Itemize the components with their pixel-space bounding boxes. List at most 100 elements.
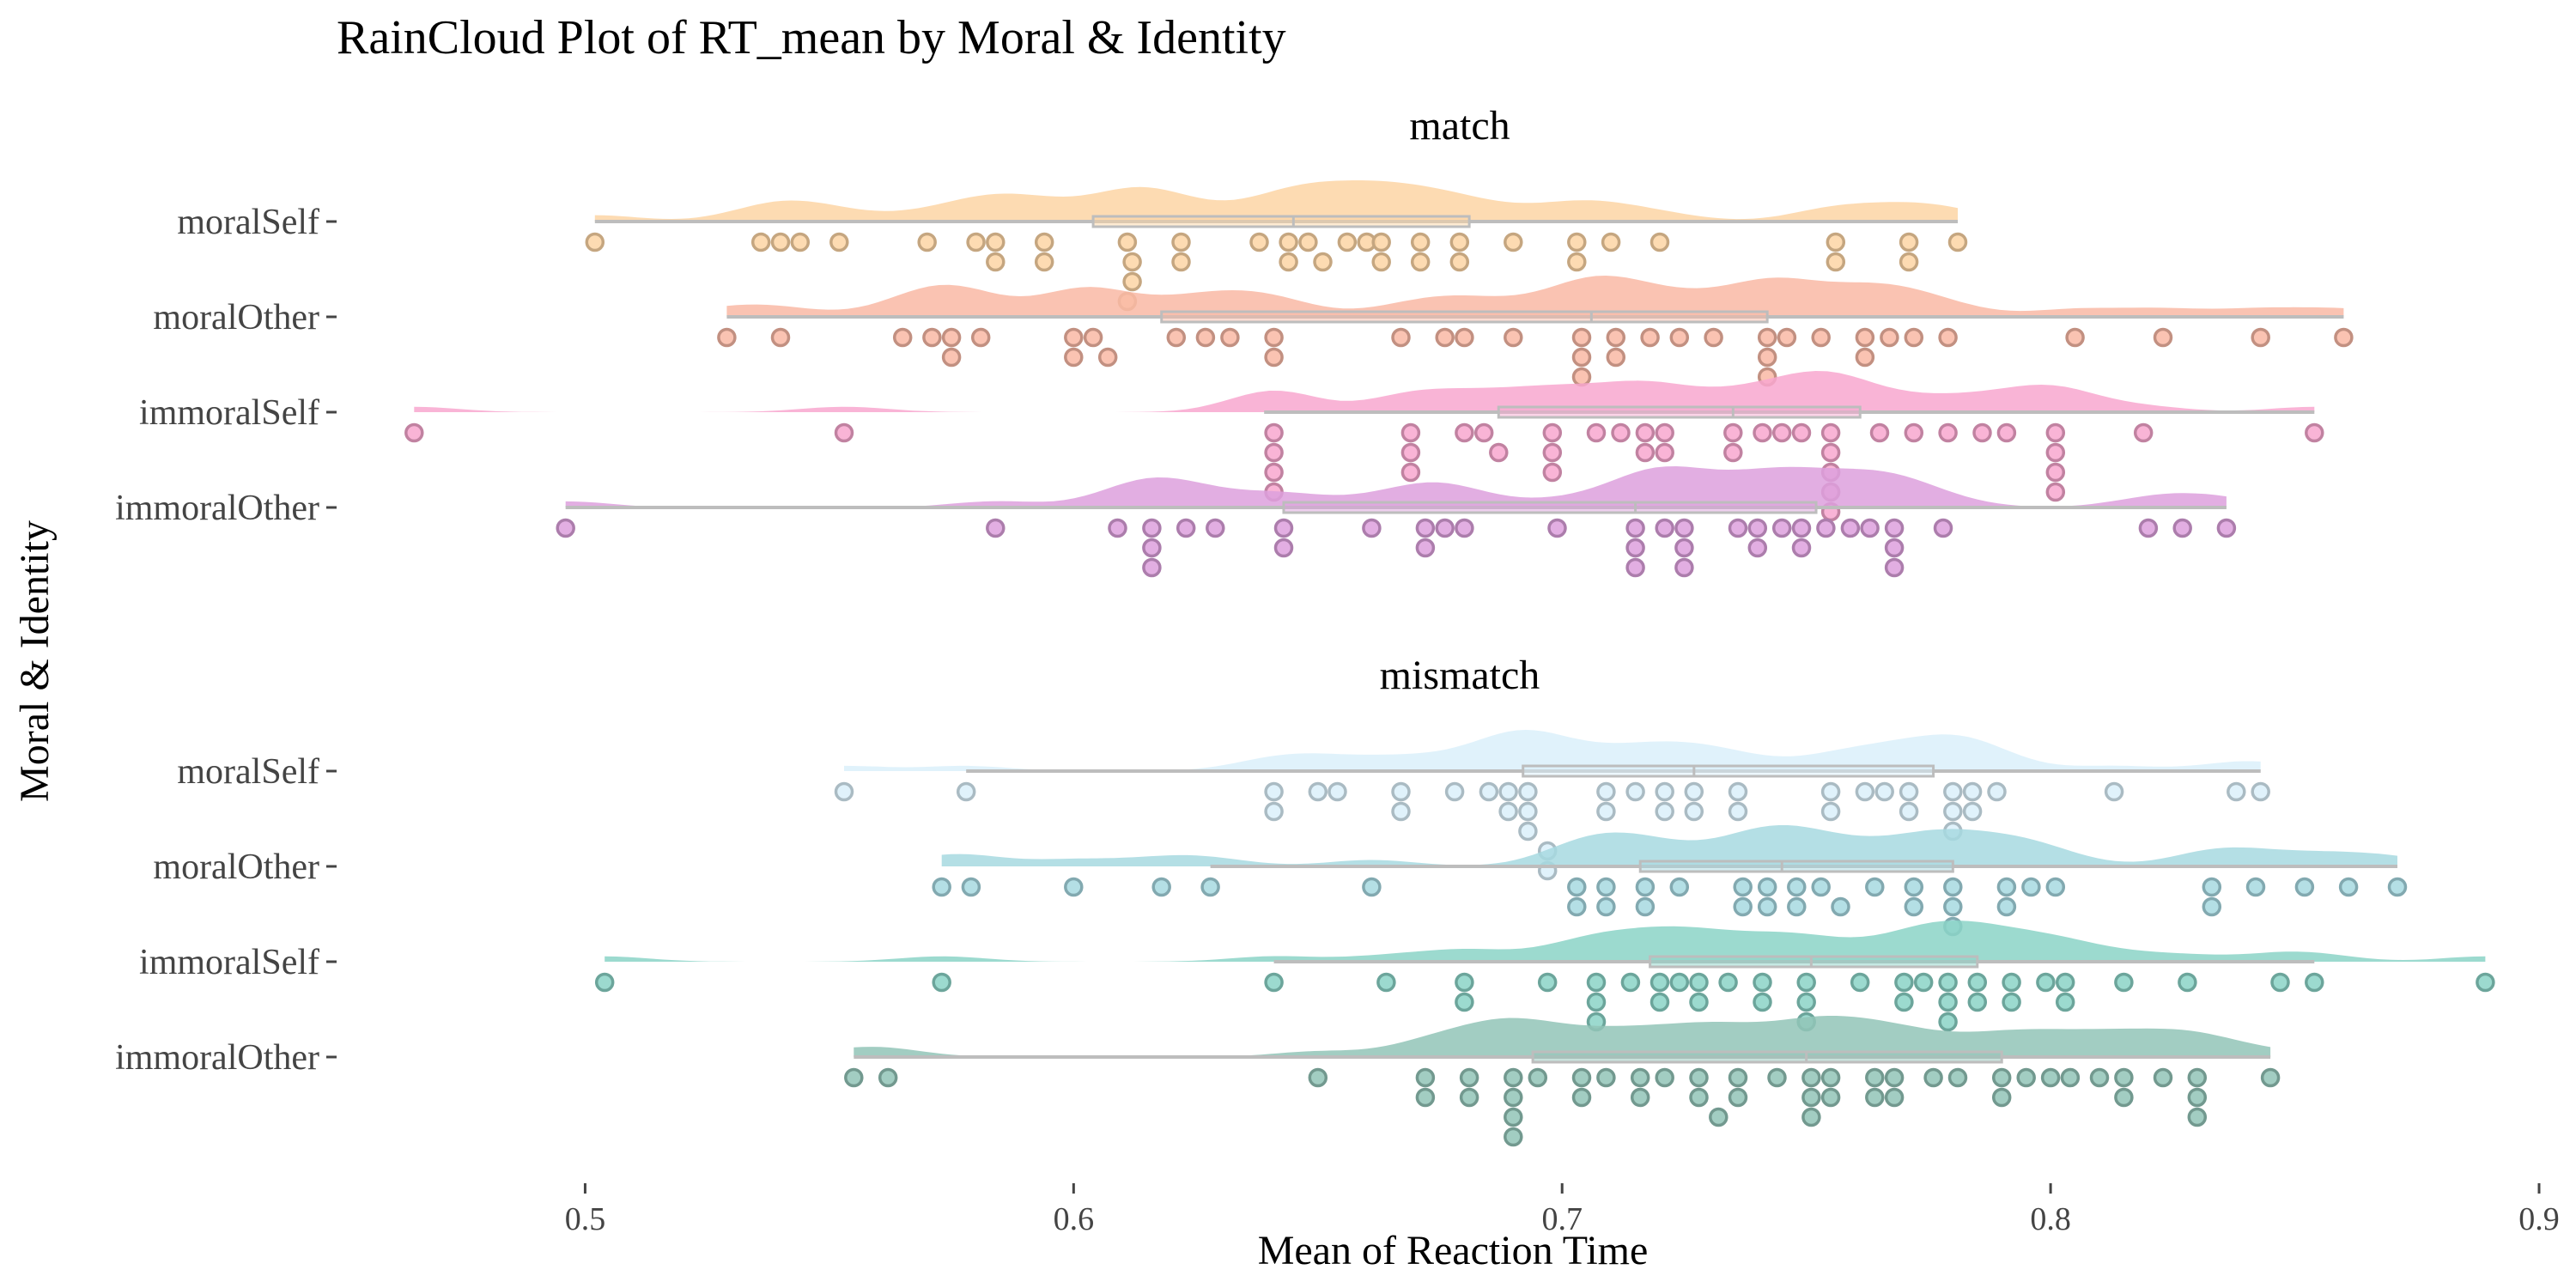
point-mismatch-immoralSelf-37 (2178, 972, 2197, 993)
point-mismatch-immoralOther-22 (1728, 1087, 1748, 1108)
point-mismatch-immoralOther-23 (1767, 1067, 1787, 1088)
point-match-moralSelf-12 (1122, 252, 1142, 272)
point-mismatch-immoralOther-12 (1571, 1067, 1592, 1088)
point-mismatch-moralSelf-28 (1855, 781, 1875, 802)
point-mismatch-immoralOther-26 (1801, 1107, 1821, 1127)
point-match-immoralSelf-26 (1820, 422, 1841, 443)
point-mismatch-immoralOther-32 (1884, 1087, 1905, 1108)
point-mismatch-moralOther-31 (2202, 877, 2222, 897)
point-match-immoralSelf-18 (1635, 442, 1656, 463)
point-mismatch-moralSelf-27 (1820, 801, 1841, 822)
point-mismatch-immoralSelf-14 (1689, 972, 1709, 993)
point-match-moralOther-34 (1855, 347, 1875, 368)
point-match-moralOther-38 (2065, 327, 2085, 348)
point-mismatch-moralSelf-30 (1899, 781, 1919, 802)
point-mismatch-moralOther-32 (2202, 896, 2222, 917)
point-match-immoralOther-9 (1273, 538, 1294, 558)
point-mismatch-immoralSelf-18 (1753, 992, 1772, 1012)
point-mismatch-moralSelf-24 (1728, 781, 1748, 802)
point-mismatch-immoralSelf-1 (932, 972, 951, 993)
point-match-immoralSelf-4 (1264, 462, 1284, 483)
point-mismatch-immoralSelf-40 (2476, 972, 2495, 993)
point-mismatch-moralSelf-7 (1391, 801, 1411, 822)
point-mismatch-immoralOther-21 (1728, 1067, 1748, 1088)
box-mismatch-moralOther (1638, 860, 1954, 873)
point-match-moralSelf-7 (986, 232, 1005, 252)
point-mismatch-immoralOther-3 (1415, 1067, 1436, 1088)
point-match-moralSelf-28 (1449, 232, 1470, 252)
point-mismatch-moralSelf-2 (1264, 781, 1284, 802)
point-match-immoralSelf-13 (1542, 442, 1563, 463)
point-match-immoralSelf-41 (2305, 422, 2324, 443)
point-mismatch-moralSelf-22 (1684, 781, 1704, 802)
point-mismatch-immoralOther-2 (1308, 1067, 1328, 1088)
point-match-immoralOther-36 (2138, 518, 2159, 538)
point-mismatch-immoralOther-29 (1865, 1067, 1885, 1088)
point-mismatch-moralSelf-1 (956, 781, 976, 802)
point-mismatch-immoralSelf-19 (1796, 972, 1816, 993)
point-match-immoralSelf-27 (1820, 442, 1841, 463)
y-label-mismatch-moralOther: moralOther (153, 848, 319, 887)
point-match-immoralOther-30 (1840, 518, 1861, 538)
point-mismatch-immoralSelf-29 (1967, 972, 1988, 993)
point-mismatch-immoralOther-45 (2187, 1087, 2208, 1108)
point-mismatch-moralOther-35 (2338, 877, 2359, 897)
point-match-immoralOther-26 (1771, 518, 1792, 538)
point-mismatch-immoralOther-35 (1991, 1067, 2012, 1088)
point-mismatch-moralOther-1 (961, 877, 981, 897)
point-mismatch-moralSelf-9 (1479, 781, 1499, 802)
y-label-mismatch-immoralOther: immoralOther (115, 1038, 319, 1078)
point-match-moralSelf-30 (1504, 232, 1523, 252)
point-mismatch-immoralOther-19 (1689, 1087, 1709, 1108)
x-tick-label-0.8: 0.8 (2030, 1201, 2071, 1237)
point-mismatch-moralSelf-17 (1596, 781, 1616, 802)
point-mismatch-moralSelf-5 (1327, 781, 1347, 802)
point-match-immoralOther-10 (1362, 518, 1382, 538)
point-mismatch-immoralOther-28 (1820, 1087, 1841, 1108)
point-match-immoralOther-35 (1933, 518, 1953, 538)
point-mismatch-moralOther-30 (2045, 877, 2066, 897)
point-mismatch-moralOther-7 (1567, 896, 1587, 917)
point-match-immoralOther-7 (1206, 518, 1225, 538)
point-mismatch-immoralSelf-15 (1689, 992, 1709, 1012)
point-match-moralSelf-6 (966, 232, 986, 252)
y-label-match-immoralSelf: immoralSelf (139, 393, 319, 433)
point-mismatch-immoralSelf-13 (1669, 972, 1690, 993)
point-match-moralOther-12 (1195, 327, 1216, 348)
facet-title-mismatch: mismatch (1380, 653, 1540, 698)
point-mismatch-immoralSelf-17 (1753, 972, 1772, 993)
point-mismatch-immoralOther-43 (2153, 1067, 2173, 1088)
point-mismatch-immoralOther-4 (1415, 1087, 1436, 1108)
point-match-immoralOther-32 (1884, 518, 1905, 538)
point-match-moralOther-14 (1264, 327, 1284, 348)
point-mismatch-immoralOther-9 (1504, 1107, 1523, 1127)
x-tick-label-0.6: 0.6 (1054, 1201, 1095, 1237)
point-match-immoralSelf-24 (1771, 422, 1792, 443)
point-mismatch-immoralSelf-38 (2270, 972, 2290, 993)
point-mismatch-moralOther-25 (1943, 896, 1963, 917)
point-match-moralSelf-3 (790, 232, 811, 252)
point-mismatch-immoralOther-7 (1504, 1067, 1523, 1088)
point-mismatch-immoralOther-46 (2187, 1107, 2208, 1127)
point-mismatch-immoralOther-8 (1504, 1087, 1523, 1108)
point-match-moralOther-10 (1097, 347, 1118, 368)
point-mismatch-moralSelf-23 (1684, 801, 1704, 822)
chart-title: RainCloud Plot of RT_mean by Moral & Ide… (337, 11, 1286, 64)
point-mismatch-moralOther-21 (1865, 877, 1885, 897)
point-mismatch-immoralSelf-24 (1894, 992, 1914, 1012)
point-match-immoralSelf-0 (404, 422, 424, 443)
point-match-moralOther-27 (1704, 327, 1723, 348)
point-match-immoralSelf-37 (2045, 442, 2066, 463)
x-axis: 0.5 0.6 0.7 0.8 0.9 (565, 1183, 2560, 1237)
point-mismatch-moralSelf-33 (1943, 801, 1963, 822)
point-mismatch-moralOther-0 (932, 877, 951, 897)
density-mismatch-moralSelf (844, 730, 2261, 771)
point-match-moralOther-36 (1904, 327, 1924, 348)
point-match-immoralSelf-11 (1489, 442, 1509, 463)
point-mismatch-immoralOther-25 (1801, 1087, 1821, 1108)
point-match-immoralOther-22 (1674, 557, 1694, 578)
point-mismatch-moralOther-13 (1733, 877, 1753, 897)
point-match-immoralSelf-25 (1791, 422, 1812, 443)
point-mismatch-moralOther-5 (1362, 877, 1382, 897)
point-match-immoralOther-33 (1884, 538, 1905, 558)
